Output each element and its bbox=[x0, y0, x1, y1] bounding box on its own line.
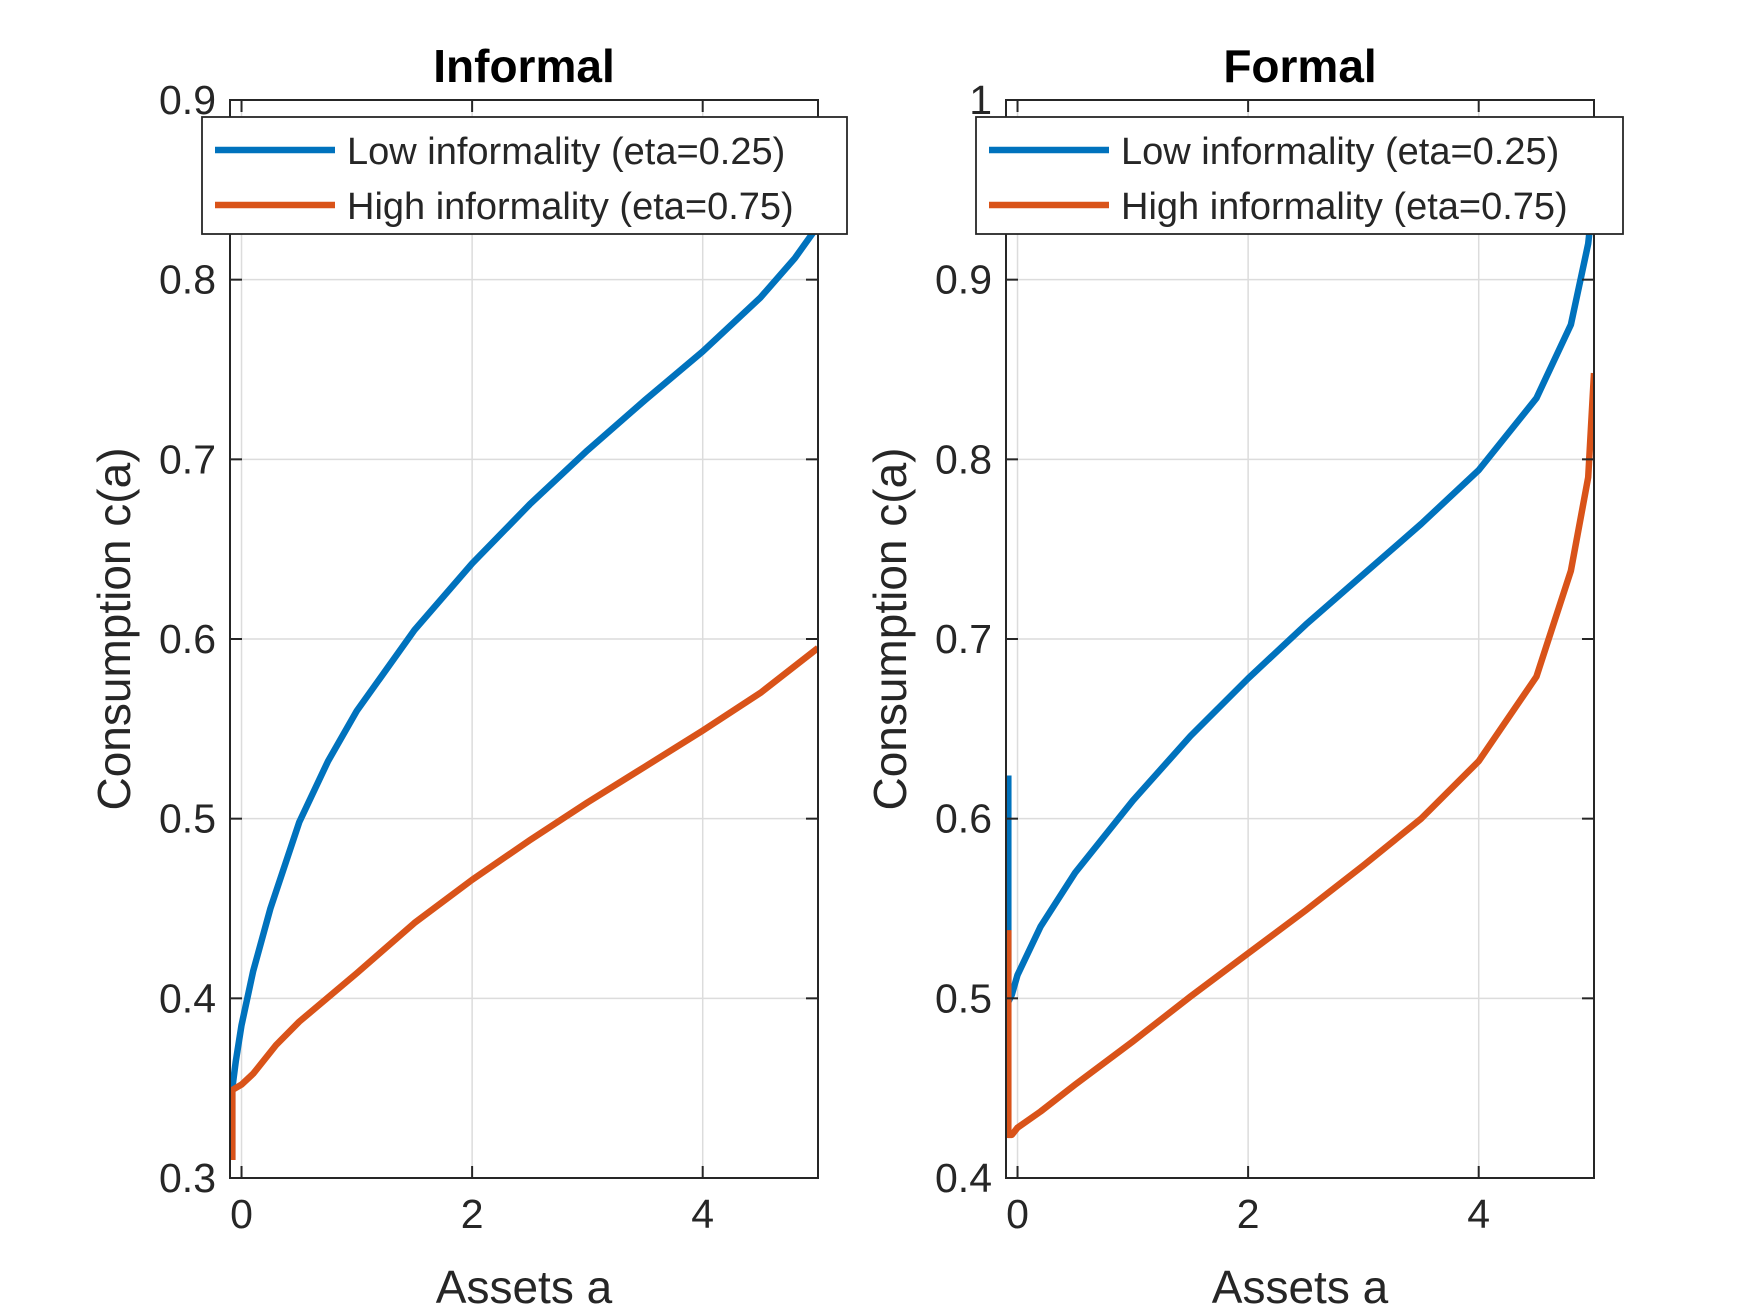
x-tick-label: 4 bbox=[1467, 1191, 1490, 1237]
legend-label: Low informality (eta=0.25) bbox=[1121, 131, 1559, 173]
legend-box bbox=[201, 116, 848, 235]
y-tick-label: 0.7 bbox=[935, 616, 992, 662]
x-axis-label: Assets a bbox=[436, 1261, 613, 1313]
legend: Low informality (eta=0.25) High informali… bbox=[201, 116, 848, 235]
y-tick-label: 0.5 bbox=[159, 796, 216, 842]
y-tick-label: 0.4 bbox=[935, 1155, 992, 1201]
y-tick-label: 0.9 bbox=[159, 77, 216, 123]
y-axis-label: Consumption c(a) bbox=[864, 447, 916, 810]
y-tick-label: 0.5 bbox=[935, 975, 992, 1021]
chart-title: Formal bbox=[1223, 40, 1376, 92]
y-tick-label: 0.3 bbox=[159, 1155, 216, 1201]
legend-label: High informality (eta=0.75) bbox=[347, 186, 794, 228]
y-tick-label: 0.6 bbox=[935, 796, 992, 842]
legend-box bbox=[975, 116, 1624, 235]
x-tick-label: 2 bbox=[1237, 1191, 1260, 1237]
chart-title: Informal bbox=[433, 40, 614, 92]
y-tick-label: 0.8 bbox=[159, 257, 216, 303]
y-tick-label: 0.8 bbox=[935, 436, 992, 482]
series-line-high-informality bbox=[230, 645, 818, 1160]
legend: Low informality (eta=0.25) High informali… bbox=[975, 116, 1624, 235]
chart-panel-formal: 0 2 4 0.4 0.5 0.6 0.7 0.8 0.9 1 Formal Assets a Cons… bbox=[864, 40, 1624, 1313]
legend-label: Low informality (eta=0.25) bbox=[347, 131, 785, 173]
y-tick-label: 1 bbox=[969, 77, 992, 123]
x-tick-label: 0 bbox=[230, 1191, 253, 1237]
legend-label: High informality (eta=0.75) bbox=[1121, 186, 1568, 228]
y-axis-label: Consumption c(a) bbox=[88, 447, 140, 810]
x-axis-label: Assets a bbox=[1212, 1261, 1389, 1313]
series-line-low-informality bbox=[230, 223, 818, 1160]
y-tick-label: 0.7 bbox=[159, 436, 216, 482]
x-tick-label: 2 bbox=[461, 1191, 484, 1237]
y-tick-label: 0.6 bbox=[159, 616, 216, 662]
series-line-low-informality bbox=[1006, 189, 1594, 1006]
series-line-high-informality bbox=[1006, 372, 1594, 1139]
x-tick-label: 0 bbox=[1006, 1191, 1029, 1237]
x-tick-label: 4 bbox=[691, 1191, 714, 1237]
y-tick-label: 0.4 bbox=[159, 975, 216, 1021]
chart-panel-informal: 0 2 4 0.3 0.4 0.5 0.6 0.7 0.8 0.9 Informal Assets a… bbox=[88, 40, 848, 1313]
y-tick-label: 0.9 bbox=[935, 257, 992, 303]
